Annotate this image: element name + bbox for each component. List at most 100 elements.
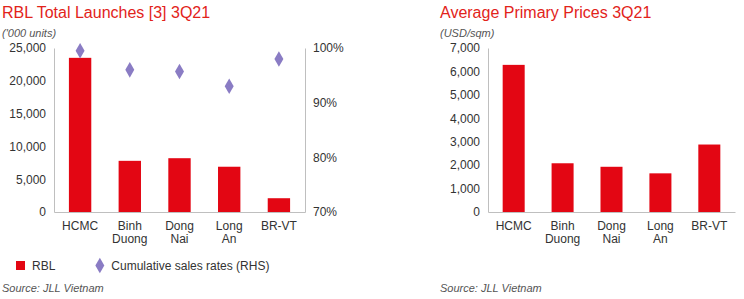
legend-item: RBL	[16, 259, 56, 273]
tick: 25,000	[9, 41, 54, 55]
tick-label: 20,000	[9, 74, 46, 88]
legend-label: RBL	[32, 259, 56, 273]
bar	[552, 163, 574, 212]
tick-label: LongAn	[647, 219, 674, 247]
tick-label: 25,000	[9, 41, 46, 55]
bar	[600, 167, 622, 212]
legend-swatch	[16, 261, 25, 270]
tick-label: LongAn	[216, 219, 243, 247]
tick-label: 4,000	[450, 112, 480, 126]
bar	[69, 58, 91, 212]
tick: HCMC	[496, 212, 532, 233]
tick-label: 5,000	[450, 88, 480, 102]
tick: 1,000	[450, 182, 488, 196]
tick: LongAn	[216, 212, 243, 246]
legend-item: Cumulative sales rates (RHS)	[95, 258, 269, 274]
plot-area	[69, 43, 290, 212]
tick: 100%	[305, 41, 344, 55]
tick-label: BinhDuong	[545, 219, 580, 247]
tick: DongNai	[165, 212, 194, 246]
axis-line	[55, 212, 306, 213]
bar	[698, 145, 720, 212]
legend-label: Cumulative sales rates (RHS)	[111, 259, 269, 273]
chart-panel: RBL Total Launches [3] 3Q21 ('000 units) 0…	[2, 4, 344, 294]
axis-line	[488, 49, 489, 213]
tick-label: 80%	[313, 151, 337, 165]
tick-label: BR-VT	[691, 219, 728, 233]
tick: 5,000	[450, 88, 488, 102]
tick: 20,000	[9, 74, 54, 88]
tick: 3,000	[450, 135, 488, 149]
tick: 0	[39, 205, 54, 219]
tick-label: 90%	[313, 96, 337, 110]
tick: 0	[473, 205, 488, 219]
tick-label: 0	[473, 205, 480, 219]
axis: 70% 80% 90% 100%	[305, 41, 344, 219]
tick-label: 100%	[313, 41, 344, 55]
legend-swatch	[95, 258, 104, 274]
marker	[125, 62, 134, 78]
subtitle: ('000 units)	[2, 27, 56, 39]
tick-label: BinhDuong	[112, 219, 147, 247]
tick: 10,000	[9, 140, 54, 154]
tick: 6,000	[450, 65, 488, 79]
subtitle: (USD/sqm)	[440, 27, 495, 39]
title: RBL Total Launches [3] 3Q21	[2, 4, 210, 21]
bar	[119, 161, 141, 212]
tick: 4,000	[450, 112, 488, 126]
tick: BR-VT	[261, 212, 298, 233]
tick-label: DongNai	[165, 219, 194, 247]
axis: 0 1,000 2,000 3,000 4,000 5,000 6,000 7,000	[450, 41, 489, 219]
plot-area	[503, 65, 721, 212]
tick: DongNai	[597, 212, 626, 246]
tick: 90%	[305, 96, 337, 110]
x-axis: HCMC BinhDuong DongNai LongAn BR-VT	[55, 212, 306, 246]
tick-label: HCMC	[496, 219, 532, 233]
axis: 0 5,000 10,000 15,000 20,000 25,000	[9, 41, 54, 219]
title: Average Primary Prices 3Q21	[440, 4, 651, 21]
bar	[649, 173, 671, 212]
legend: RBL Cumulative sales rates (RHS)	[16, 258, 269, 274]
axis-line	[489, 212, 736, 213]
tick-label: DongNai	[597, 219, 626, 247]
tick-label: BR-VT	[261, 219, 298, 233]
bar	[168, 158, 190, 212]
marker	[274, 51, 283, 67]
tick-label: 7,000	[450, 41, 480, 55]
tick: 2,000	[450, 158, 488, 172]
axis-line	[54, 49, 55, 213]
tick: HCMC	[62, 212, 98, 233]
source: Source: JLL Vietnam	[2, 282, 104, 294]
tick: 7,000	[450, 41, 488, 55]
marker	[76, 43, 85, 59]
tick-label: 2,000	[450, 158, 480, 172]
tick-label: HCMC	[62, 219, 98, 233]
tick-label: 0	[39, 205, 46, 219]
tick-label: 70%	[313, 205, 337, 219]
tick: 5,000	[16, 173, 54, 187]
tick: BR-VT	[691, 212, 728, 233]
chart-svg: RBL Total Launches [3] 3Q21 ('000 units) 0…	[0, 0, 744, 299]
tick: BinhDuong	[545, 212, 580, 246]
chart-root: RBL Total Launches [3] 3Q21 ('000 units) 0…	[0, 0, 744, 299]
tick: 70%	[305, 205, 337, 219]
source: Source: JLL Vietnam	[440, 282, 542, 294]
tick-label: 10,000	[9, 140, 46, 154]
x-axis: HCMC BinhDuong DongNai LongAn BR-VT	[489, 212, 736, 246]
marker	[175, 64, 184, 80]
tick: LongAn	[647, 212, 674, 246]
tick: BinhDuong	[112, 212, 147, 246]
bar	[218, 167, 240, 212]
bar	[503, 65, 525, 212]
marker	[225, 78, 234, 94]
chart-panel: Average Primary Prices 3Q21 (USD/sqm) 0 1,0…	[440, 4, 736, 294]
tick-label: 5,000	[16, 173, 46, 187]
tick-label: 1,000	[450, 182, 480, 196]
tick-label: 6,000	[450, 65, 480, 79]
tick: 15,000	[9, 107, 54, 121]
tick-label: 15,000	[9, 107, 46, 121]
tick: 80%	[305, 151, 337, 165]
axis-line	[305, 49, 306, 213]
tick-label: 3,000	[450, 135, 480, 149]
bar	[268, 198, 290, 212]
